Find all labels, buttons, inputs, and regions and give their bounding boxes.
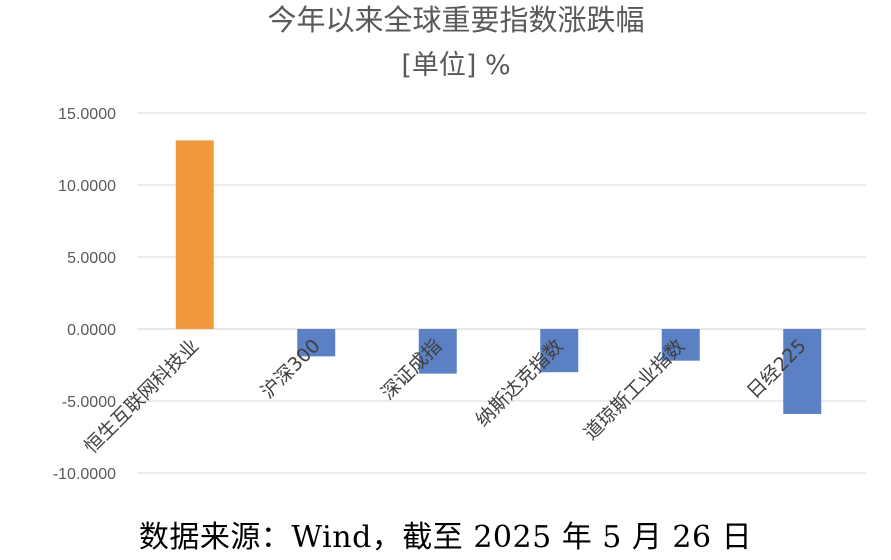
category-label: 纳斯达克指数 xyxy=(472,335,568,431)
y-tick-label: 0.0000 xyxy=(67,322,116,339)
chart-subtitle: [单位] % xyxy=(401,50,510,81)
bars xyxy=(175,140,822,414)
gridlines xyxy=(137,112,866,474)
y-tick-label: -5.0000 xyxy=(62,394,116,411)
bar xyxy=(661,329,700,361)
y-tick-label: 5.0000 xyxy=(67,250,116,267)
y-axis-ticks: 15.0000 10.0000 5.0000 0.0000 -5.0000 -10.000… xyxy=(53,106,116,483)
bar xyxy=(418,329,457,374)
y-tick-label: 10.0000 xyxy=(58,178,116,195)
category-label: 道琼斯工业指数 xyxy=(580,335,690,445)
bar xyxy=(175,140,214,329)
y-tick-label: -10.0000 xyxy=(53,466,116,483)
y-tick-label: 15.0000 xyxy=(58,106,116,123)
chart-title: 今年以来全球重要指数涨跌幅 xyxy=(267,3,644,37)
source-note: 数据来源：Wind，截至 2025 年 5 月 26 日 xyxy=(138,520,753,555)
category-label: 沪深300 xyxy=(257,335,325,403)
bar xyxy=(297,329,336,357)
bar xyxy=(783,329,822,414)
bar xyxy=(540,329,579,373)
